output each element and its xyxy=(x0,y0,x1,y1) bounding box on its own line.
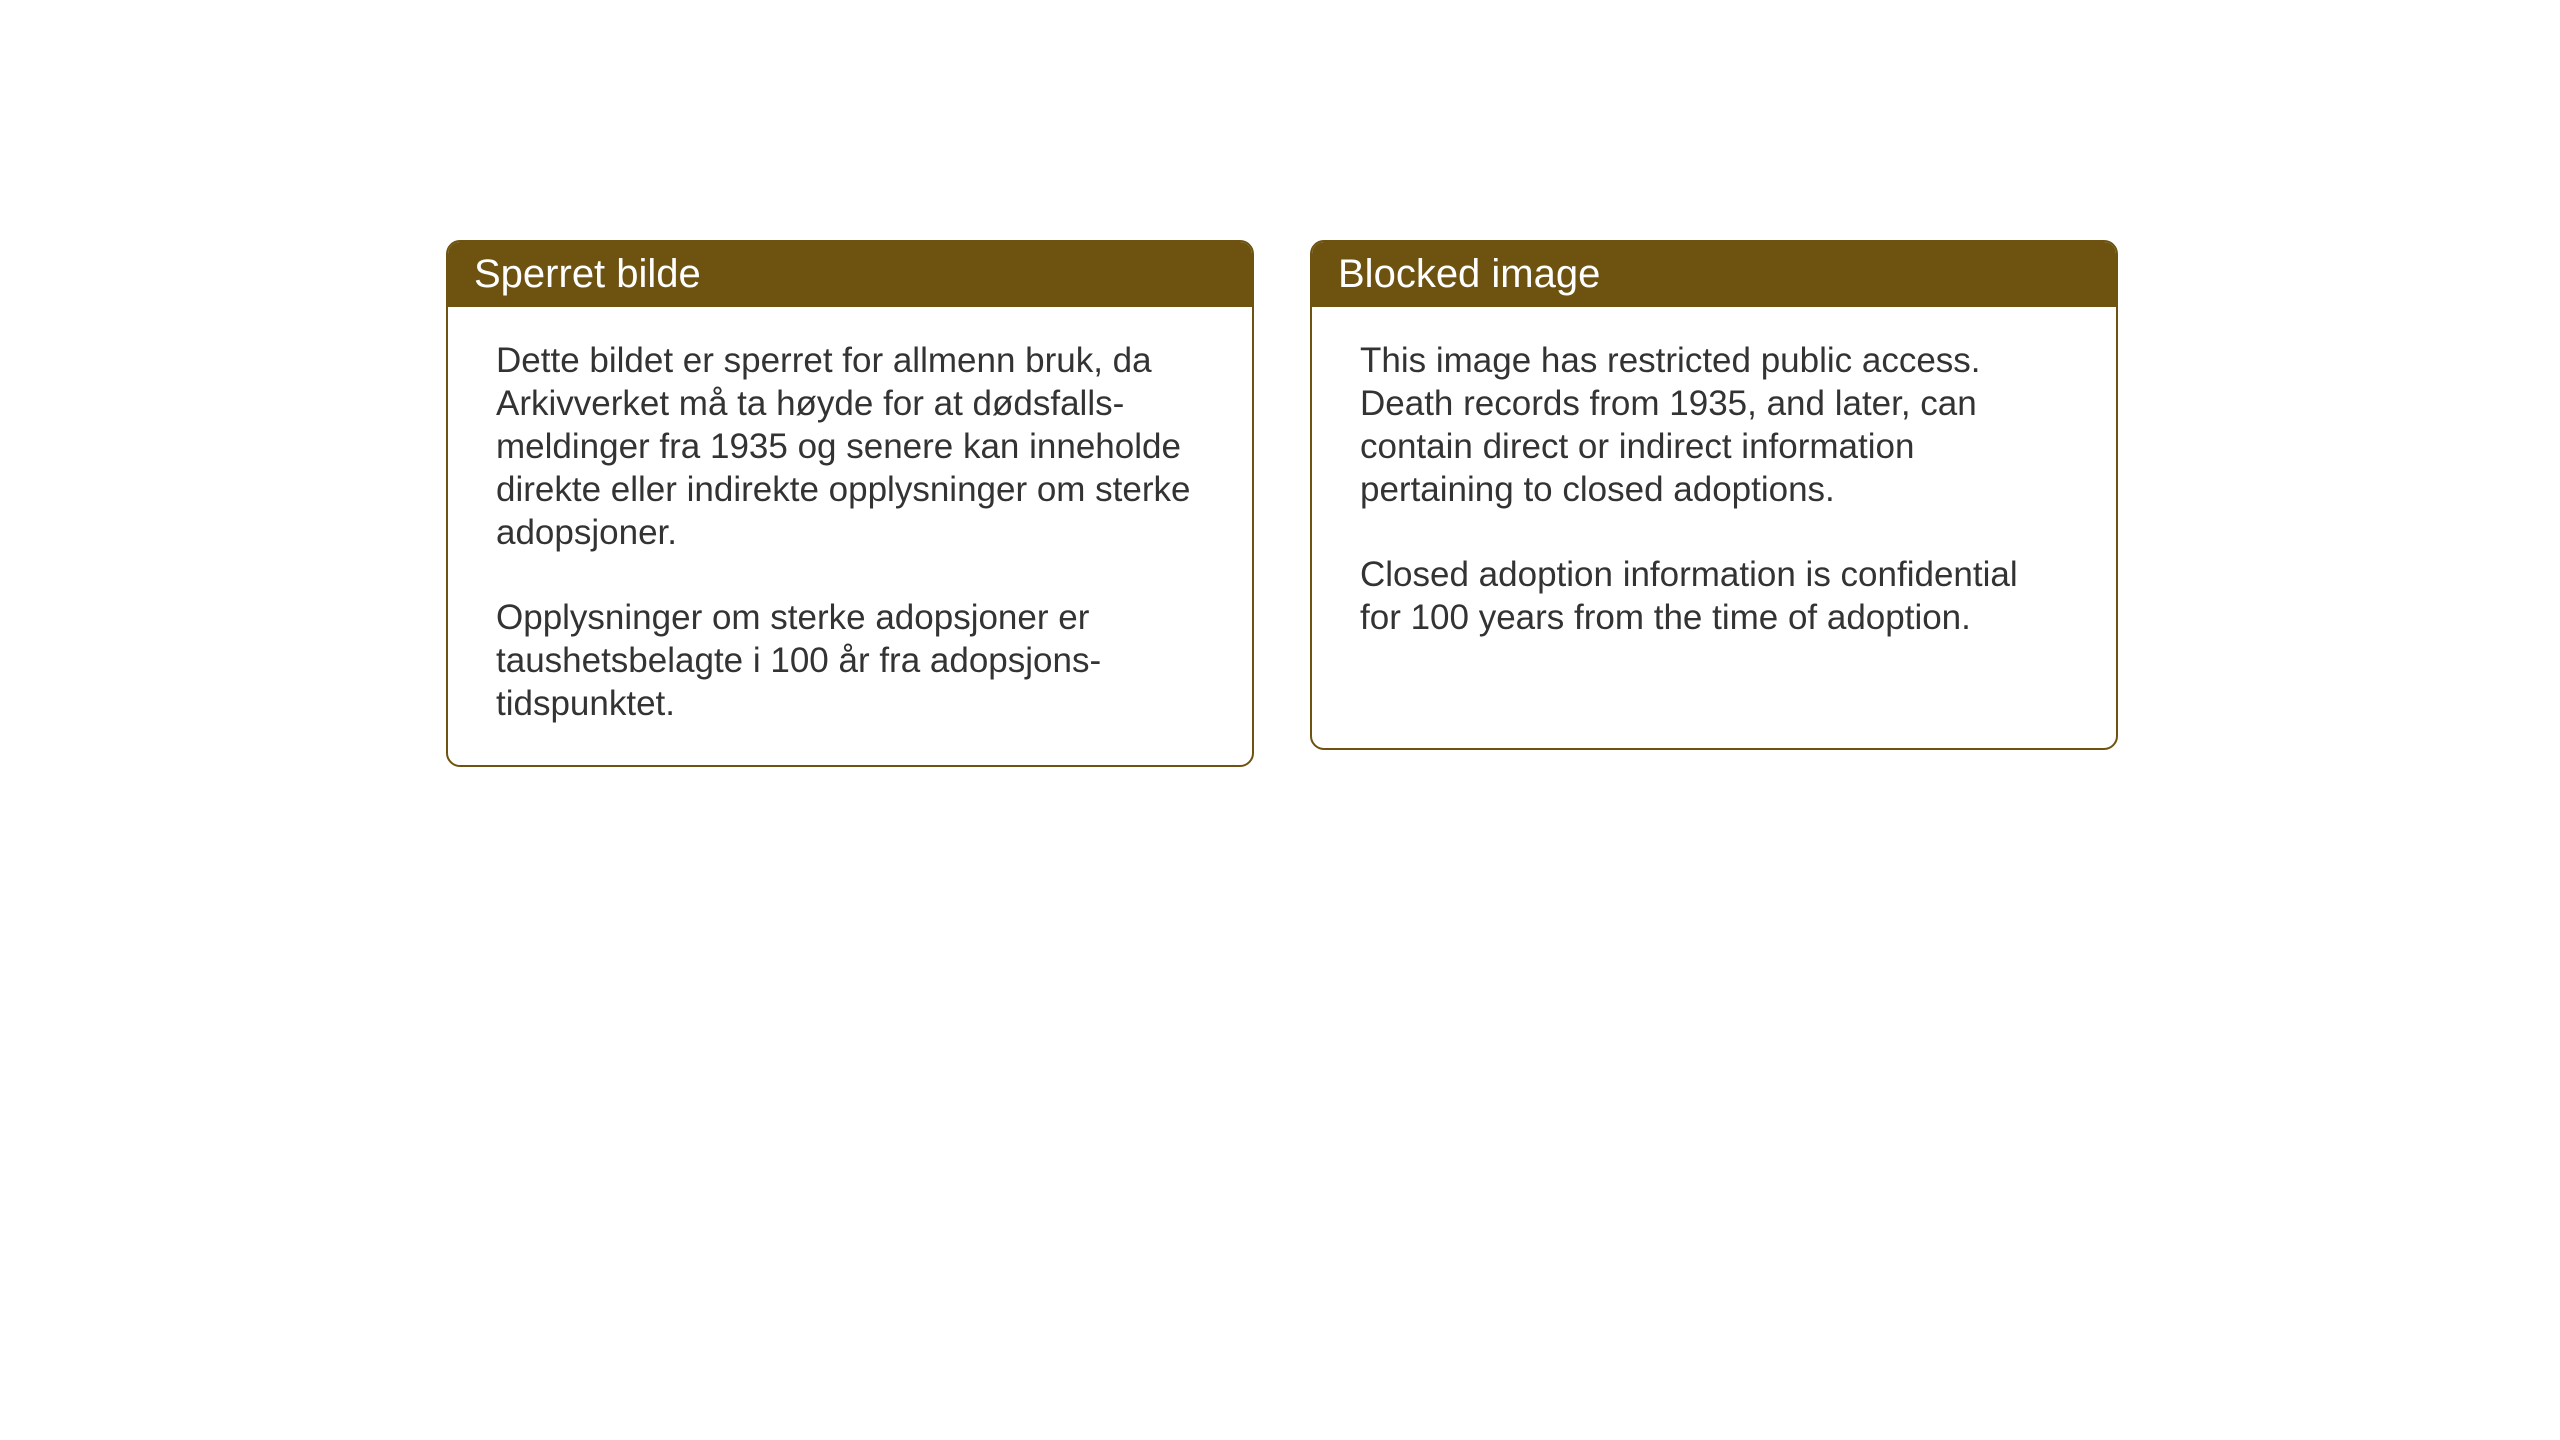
card-header-norwegian: Sperret bilde xyxy=(448,242,1252,307)
cards-container: Sperret bilde Dette bildet er sperret fo… xyxy=(446,240,2118,767)
paragraph-norwegian-2: Opplysninger om sterke adopsjoner er tau… xyxy=(496,596,1204,725)
card-english: Blocked image This image has restricted … xyxy=(1310,240,2118,750)
card-header-english: Blocked image xyxy=(1312,242,2116,307)
paragraph-english-1: This image has restricted public access.… xyxy=(1360,339,2068,511)
card-body-english: This image has restricted public access.… xyxy=(1312,307,2116,679)
paragraph-norwegian-1: Dette bildet er sperret for allmenn bruk… xyxy=(496,339,1204,554)
card-norwegian: Sperret bilde Dette bildet er sperret fo… xyxy=(446,240,1254,767)
card-body-norwegian: Dette bildet er sperret for allmenn bruk… xyxy=(448,307,1252,765)
paragraph-english-2: Closed adoption information is confident… xyxy=(1360,553,2068,639)
